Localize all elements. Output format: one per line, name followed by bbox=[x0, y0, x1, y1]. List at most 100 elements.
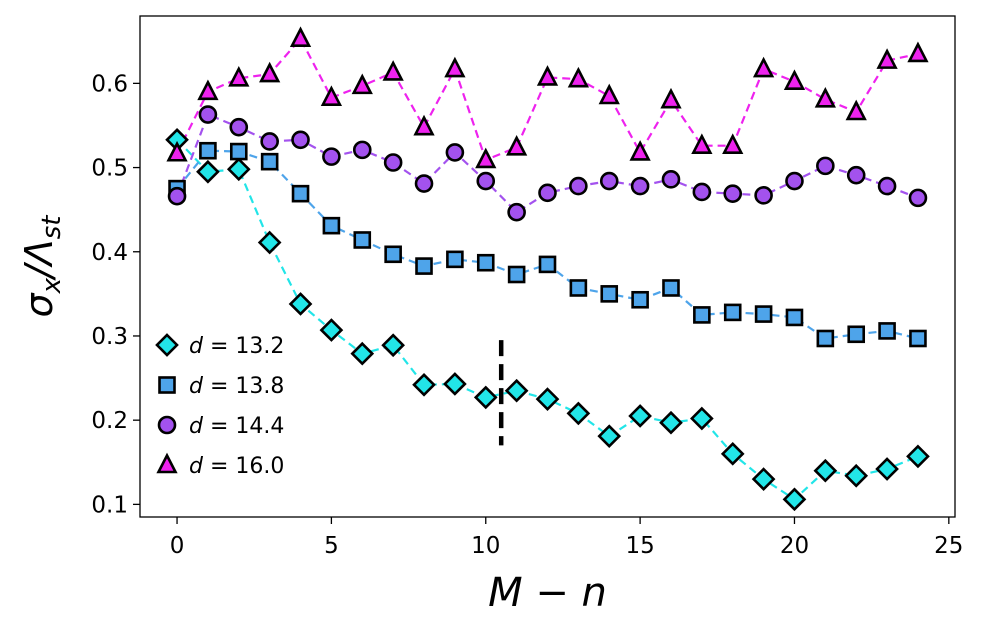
data-point bbox=[720, 442, 745, 466]
data-point bbox=[845, 99, 867, 121]
data-point bbox=[569, 279, 588, 297]
data-point bbox=[909, 329, 927, 348]
data-point bbox=[878, 322, 896, 340]
series-markers bbox=[165, 26, 930, 512]
data-point bbox=[257, 230, 282, 255]
data-point bbox=[413, 114, 435, 136]
data-point bbox=[289, 26, 312, 48]
data-point bbox=[260, 132, 279, 151]
y-axis-label: σx/Λst bbox=[17, 215, 67, 318]
data-point bbox=[319, 318, 344, 342]
data-point bbox=[536, 65, 559, 86]
data-point bbox=[723, 184, 743, 203]
data-point bbox=[569, 176, 588, 196]
data-point bbox=[473, 385, 498, 410]
data-point bbox=[444, 56, 466, 78]
legend-marker bbox=[156, 452, 178, 474]
data-point bbox=[166, 140, 188, 162]
data-point bbox=[908, 188, 928, 208]
data-point bbox=[226, 157, 251, 182]
data-point bbox=[847, 325, 866, 344]
x-tick-label: 5 bbox=[324, 533, 339, 559]
data-point bbox=[690, 406, 714, 431]
x-tick-label: 25 bbox=[934, 533, 963, 559]
data-point bbox=[813, 458, 838, 483]
data-point bbox=[260, 152, 279, 171]
data-point bbox=[723, 303, 742, 322]
data-point bbox=[229, 142, 248, 161]
data-point bbox=[630, 176, 650, 196]
data-point bbox=[876, 48, 898, 69]
data-point bbox=[196, 159, 220, 184]
data-point bbox=[567, 66, 590, 88]
data-point bbox=[877, 176, 897, 196]
data-point bbox=[476, 171, 496, 191]
data-point bbox=[600, 285, 619, 303]
data-point bbox=[415, 257, 433, 275]
series-3-points bbox=[167, 105, 928, 222]
data-point bbox=[782, 487, 807, 512]
data-point bbox=[907, 41, 929, 63]
data-point bbox=[291, 184, 310, 203]
data-point bbox=[692, 182, 712, 202]
data-point bbox=[598, 83, 620, 105]
x-tick-label: 15 bbox=[625, 533, 654, 559]
data-point bbox=[754, 305, 773, 323]
y-tick-label: 0.4 bbox=[91, 240, 128, 266]
data-point bbox=[382, 60, 404, 81]
data-point bbox=[475, 147, 497, 169]
axis-ticks: 0 5 10 15 20 25 0.1 0.2 0.3 0.4 0.5 0.6 bbox=[91, 71, 963, 559]
data-point bbox=[597, 424, 622, 449]
data-point bbox=[446, 250, 464, 269]
data-point bbox=[535, 387, 560, 411]
data-point bbox=[660, 87, 682, 109]
data-point bbox=[722, 133, 744, 154]
legend-marker bbox=[155, 333, 179, 357]
data-point bbox=[538, 183, 557, 203]
data-point bbox=[291, 130, 310, 150]
data-point bbox=[414, 174, 434, 193]
y-tick-label: 0.1 bbox=[91, 492, 128, 518]
data-point bbox=[384, 245, 402, 264]
data-point bbox=[412, 372, 436, 397]
data-point bbox=[816, 329, 835, 348]
data-point bbox=[507, 202, 526, 222]
data-point bbox=[259, 61, 281, 83]
data-point bbox=[322, 216, 341, 235]
y-tick-label: 0.3 bbox=[91, 324, 128, 350]
data-point bbox=[566, 401, 591, 426]
data-point bbox=[783, 69, 806, 90]
data-point bbox=[751, 467, 776, 491]
data-point bbox=[229, 117, 249, 137]
legend-entry-label: d = 16.0 bbox=[189, 454, 284, 479]
data-point bbox=[599, 171, 619, 191]
data-point bbox=[538, 255, 557, 274]
y-tick-label: 0.6 bbox=[91, 71, 128, 97]
series-2-points bbox=[168, 141, 927, 348]
data-point bbox=[350, 341, 375, 366]
data-point bbox=[445, 143, 465, 162]
data-point bbox=[198, 105, 218, 124]
data-point bbox=[351, 73, 373, 95]
data-point bbox=[661, 170, 681, 189]
data-point bbox=[691, 133, 713, 154]
data-point bbox=[167, 186, 187, 206]
data-point bbox=[476, 253, 495, 272]
legend-entry-label: d = 14.4 bbox=[189, 414, 284, 439]
data-point bbox=[629, 140, 651, 161]
data-point bbox=[785, 171, 804, 191]
y-tick-label: 0.2 bbox=[91, 408, 128, 434]
legend: d = 13.2 d = 13.8 d = 14.4 d = 16.0 bbox=[155, 333, 284, 479]
data-point bbox=[631, 290, 649, 309]
data-point bbox=[659, 410, 683, 435]
axis-labels: M − n σx/Λst bbox=[17, 215, 607, 616]
x-tick-label: 0 bbox=[170, 533, 185, 559]
data-point bbox=[875, 457, 899, 481]
data-point bbox=[505, 135, 528, 156]
data-point bbox=[228, 65, 250, 87]
data-point bbox=[752, 56, 775, 78]
data-point bbox=[353, 231, 372, 249]
data-point bbox=[443, 372, 467, 396]
data-point bbox=[320, 85, 343, 106]
